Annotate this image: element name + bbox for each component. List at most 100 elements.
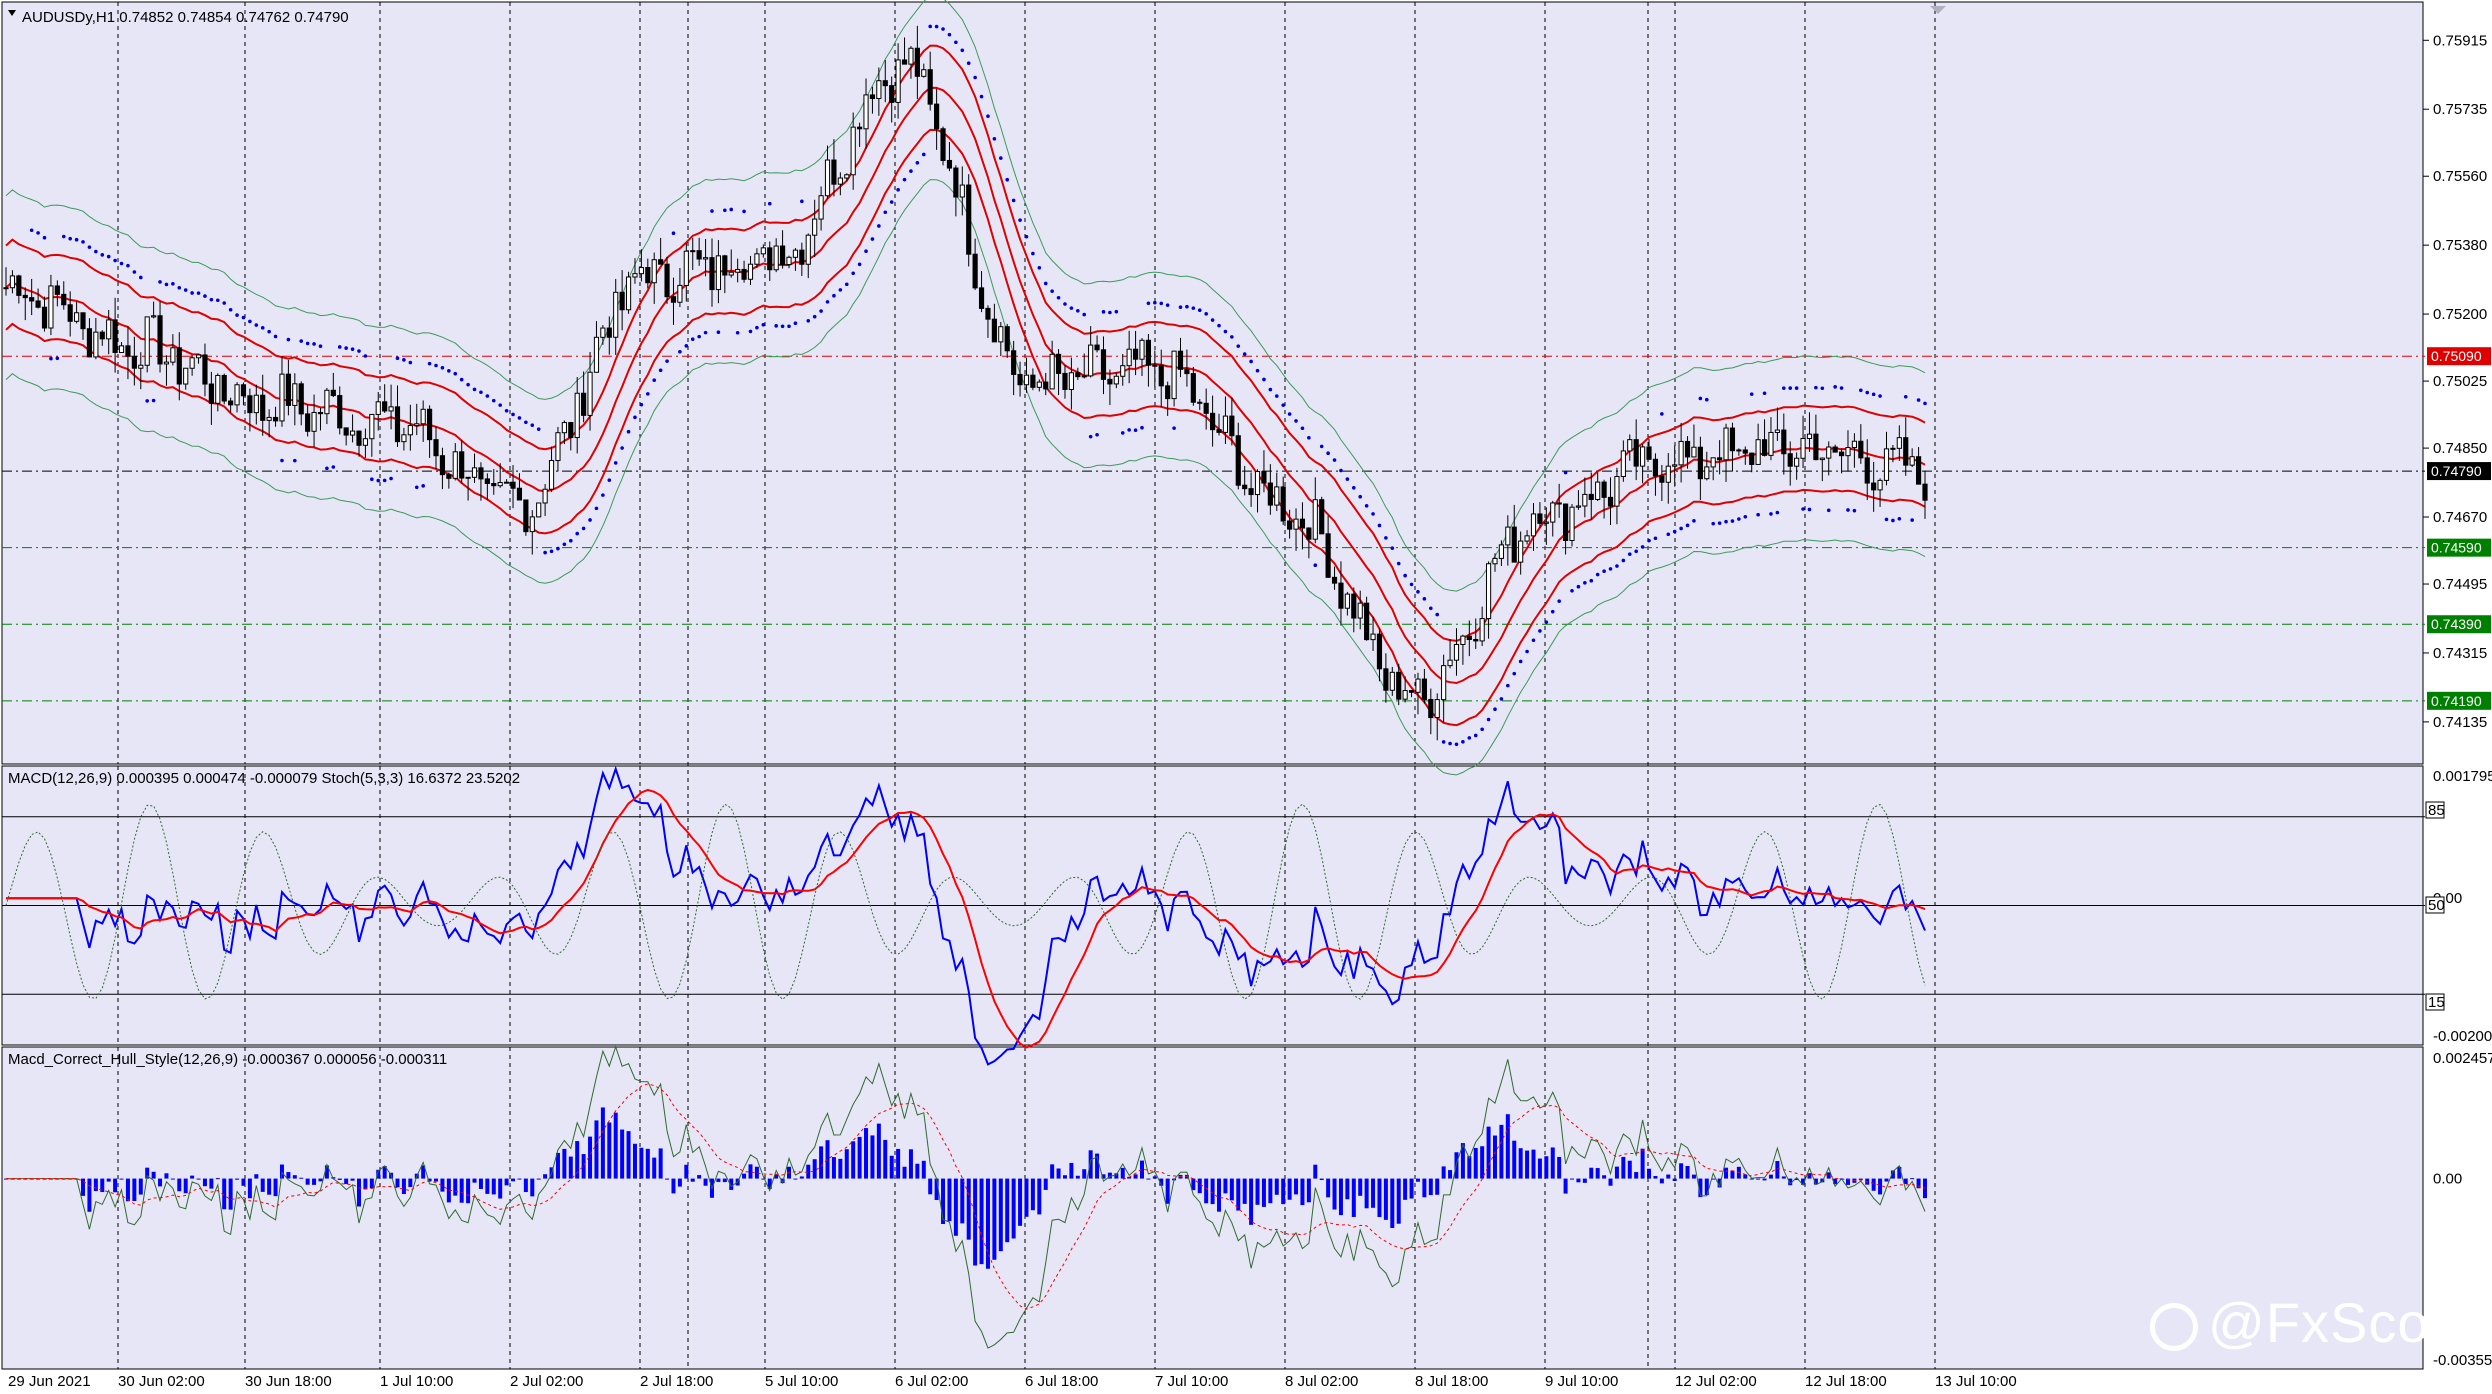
hull-bar — [170, 1178, 175, 1180]
hull-bar — [1582, 1178, 1587, 1183]
psar-dot — [549, 549, 554, 554]
hull-bar — [568, 1156, 573, 1179]
hull-bar — [1075, 1175, 1080, 1179]
psar-dot — [389, 476, 393, 481]
psar-dot — [113, 258, 117, 263]
hull-bar — [1101, 1174, 1106, 1179]
candle-body — [921, 69, 927, 77]
candle-body — [61, 293, 67, 306]
candle-body — [1306, 527, 1312, 540]
hull-bar — [523, 1178, 528, 1193]
psar-dot — [1262, 377, 1266, 382]
psar-dot — [671, 231, 676, 236]
hull-bar — [1923, 1178, 1927, 1199]
candle-body — [465, 476, 471, 479]
hull-bar — [286, 1172, 291, 1179]
price-tick-label: 0.75735 — [2433, 101, 2487, 118]
scroll-marker-icon[interactable] — [1930, 6, 1946, 14]
hull-bar — [498, 1178, 503, 1199]
candle-body — [1742, 449, 1748, 454]
psar-dot — [1576, 584, 1581, 589]
hull-bar — [1191, 1178, 1196, 1191]
candle-body — [542, 488, 548, 504]
psar-dot — [68, 236, 72, 241]
price-tick-label: 0.75200 — [2433, 306, 2487, 323]
hull-bar — [883, 1139, 888, 1179]
candle-body — [1049, 353, 1055, 390]
hull-bar — [697, 1175, 702, 1179]
psar-dot — [1127, 428, 1131, 432]
hull-bar — [1602, 1175, 1607, 1179]
candle-body — [1338, 582, 1344, 609]
psar-dot — [1403, 573, 1407, 578]
hull-bar — [453, 1178, 458, 1196]
candle-body — [1062, 372, 1068, 390]
psar-dot — [1114, 309, 1119, 314]
hull-bar — [1403, 1178, 1408, 1200]
psar-dot — [1801, 507, 1805, 511]
hull-bar — [1858, 1178, 1863, 1180]
candle-body — [1293, 518, 1299, 530]
candle-body — [414, 423, 420, 427]
candle-body — [1216, 429, 1222, 433]
hull-bar — [1223, 1178, 1228, 1194]
hull-bar — [1281, 1178, 1286, 1205]
main-title: AUDUSDy,H1 0.74852 0.74854 0.74762 0.747… — [22, 9, 349, 26]
psar-dot — [1685, 523, 1690, 528]
psar-dot — [954, 40, 958, 45]
hull-bar — [1563, 1178, 1568, 1194]
hull-bar — [1242, 1178, 1247, 1204]
psar-dot — [1903, 394, 1908, 399]
psar-dot — [1274, 394, 1279, 398]
psar-dot — [1859, 388, 1863, 393]
psar-dot — [1197, 308, 1202, 312]
candle-body — [74, 312, 80, 322]
hull-bar — [279, 1164, 284, 1179]
hull-bar — [1775, 1161, 1780, 1179]
psar-dot — [819, 309, 823, 313]
psar-dot — [800, 199, 804, 204]
candle-body — [1813, 433, 1819, 461]
collapse-triangle-icon[interactable] — [8, 10, 16, 16]
hull-bar — [1261, 1178, 1266, 1207]
candle-body — [189, 357, 195, 369]
candle-body — [677, 284, 683, 303]
candle-body — [722, 255, 728, 276]
hull-bar — [1537, 1158, 1542, 1179]
psar-dot — [395, 356, 400, 361]
candle-body — [638, 267, 644, 275]
hull-bar — [1159, 1178, 1164, 1186]
psar-dot — [1069, 306, 1074, 310]
hull-bar — [421, 1165, 426, 1179]
hull-bar — [729, 1178, 734, 1190]
candle-body — [1351, 593, 1357, 619]
hull-panel[interactable] — [1, 1046, 2424, 1370]
candle-body — [1800, 437, 1806, 459]
psar-dot — [363, 354, 368, 358]
psar-dot — [1910, 518, 1914, 522]
psar-dot — [1852, 508, 1857, 513]
psar-dot — [1525, 649, 1529, 654]
candle-body — [298, 383, 304, 415]
psar-dot — [376, 478, 381, 483]
hull-bar — [1255, 1178, 1260, 1205]
psar-dot — [1595, 572, 1600, 577]
psar-dot — [992, 137, 997, 141]
hull-bar — [1448, 1170, 1453, 1179]
ma-lower-band — [5, 128, 1926, 727]
hull-bar — [645, 1148, 650, 1179]
candle-body — [529, 516, 535, 533]
candle-body — [240, 384, 247, 397]
candle-body — [812, 218, 818, 236]
price-panel[interactable] — [1, 1, 2424, 765]
psar-dot — [357, 349, 361, 353]
hull-bar — [1146, 1178, 1151, 1180]
psar-dot — [1178, 305, 1183, 309]
candle-body — [1344, 593, 1350, 609]
candle-body — [1447, 659, 1453, 667]
psar-dot — [966, 61, 971, 66]
candle-body — [1190, 373, 1196, 403]
psar-dot — [767, 201, 772, 206]
hull-bar — [896, 1148, 901, 1179]
